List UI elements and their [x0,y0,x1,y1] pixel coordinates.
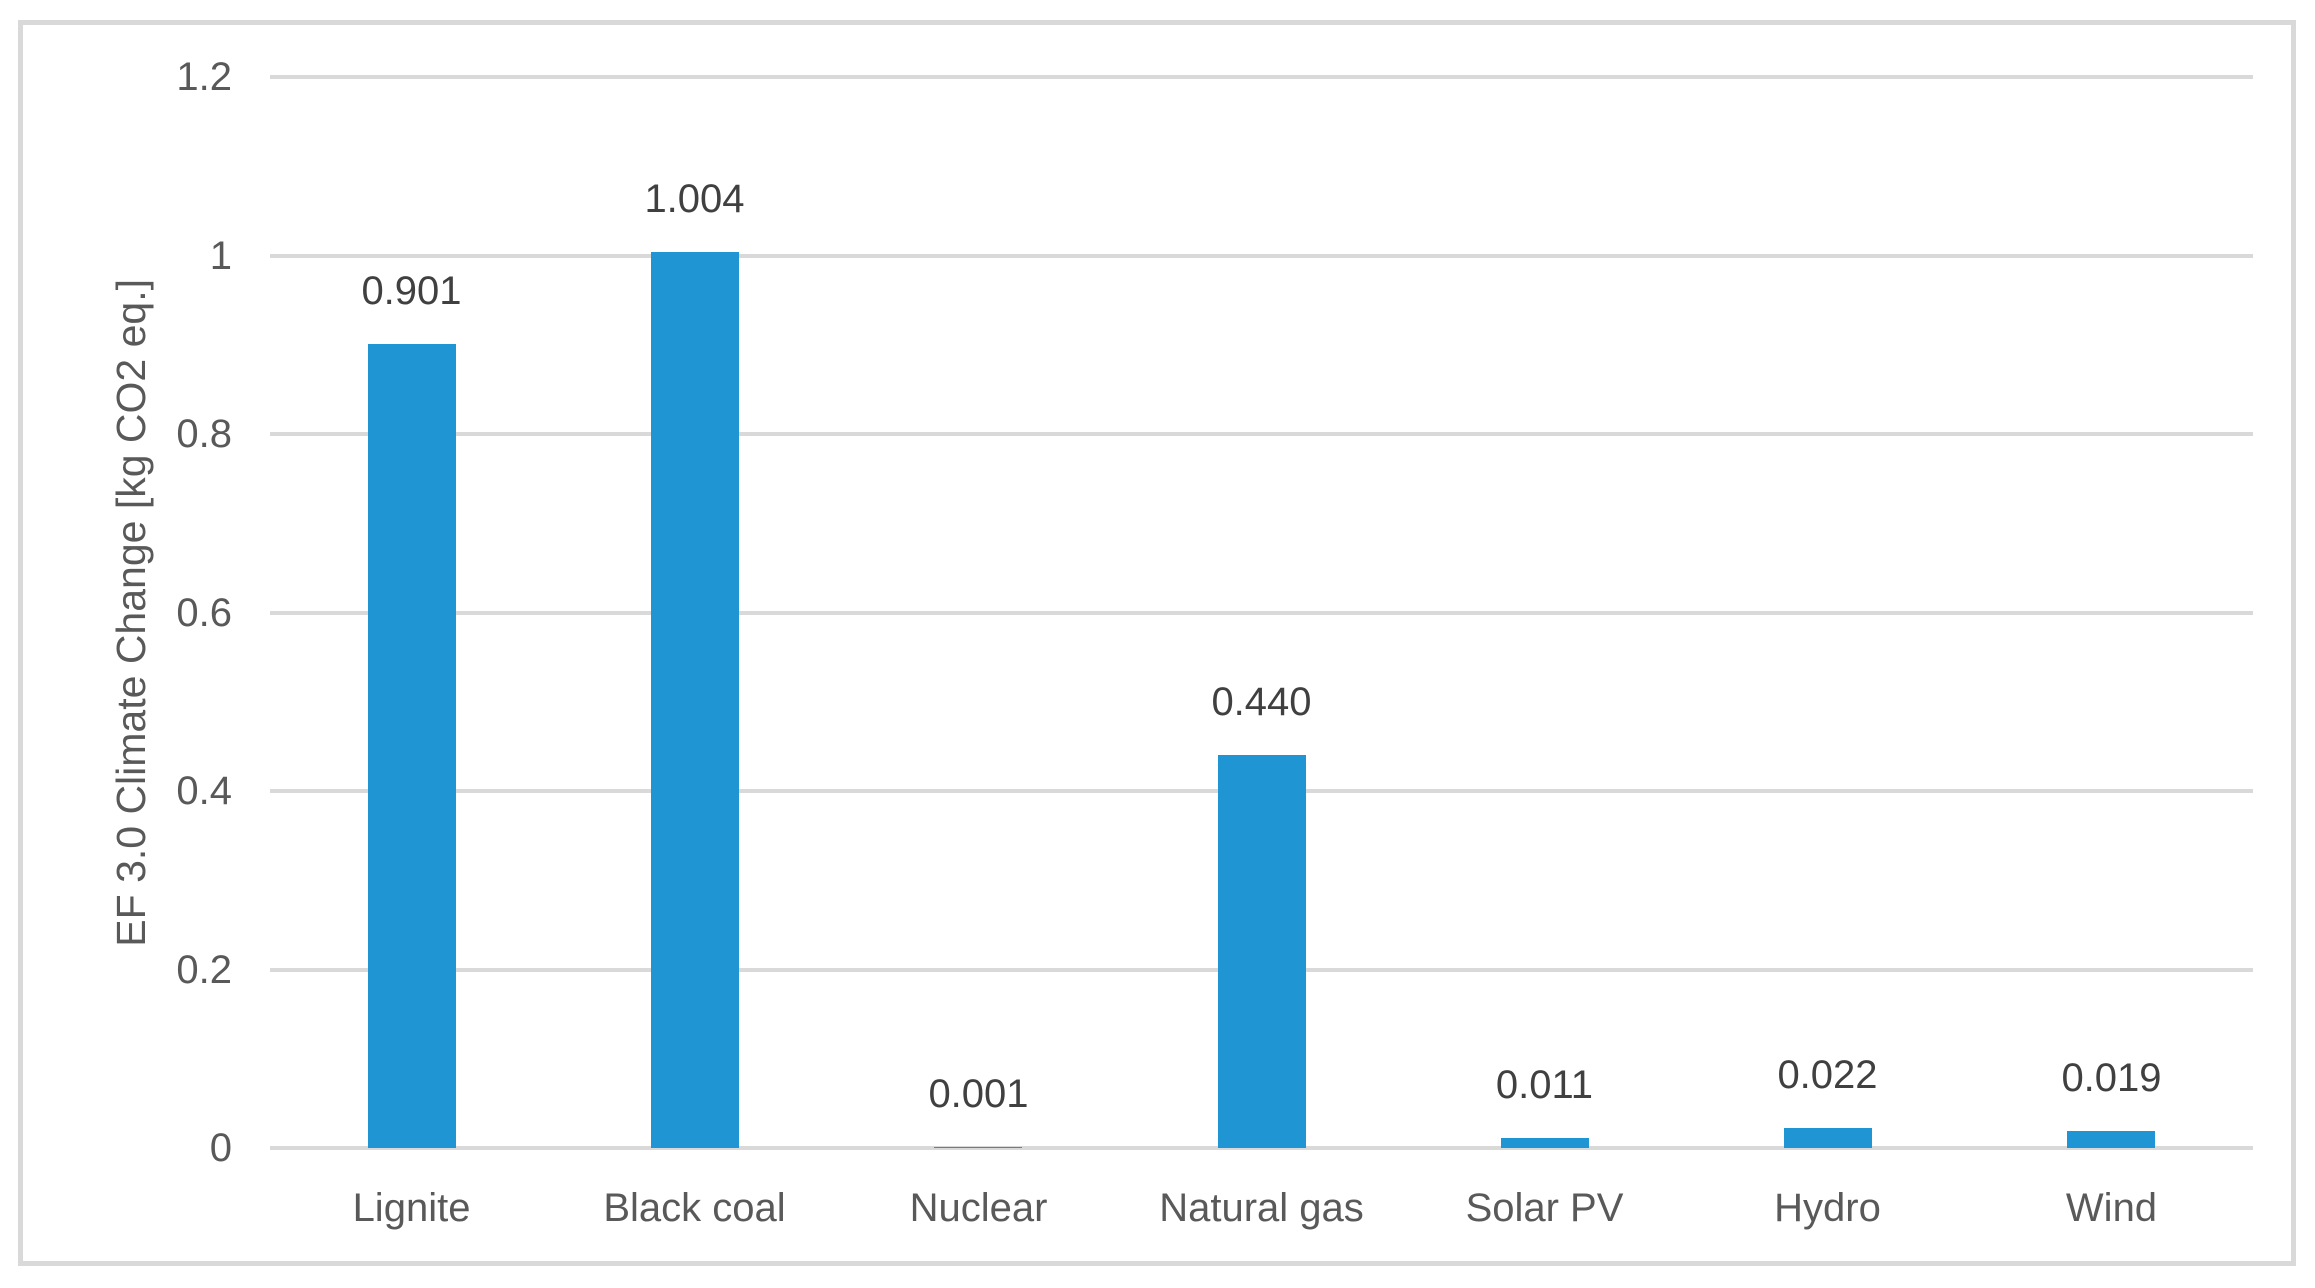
gridline-y-0.6 [270,611,2253,615]
gridline-y-1 [270,254,2253,258]
category-label-black-coal: Black coal [603,1186,786,1230]
y-tick-label: 1.2 [176,55,232,99]
gridline-y-0.8 [270,432,2253,436]
y-tick-label: 0.8 [176,412,232,456]
y-tick-label: 0.2 [176,948,232,992]
bar-lignite [368,343,456,1148]
data-label-nuclear: 0.001 [928,1072,1029,1116]
category-label-nuclear: Nuclear [909,1186,1048,1230]
y-tick-label: 1 [209,234,232,278]
chart-figure-frame: EF 3.0 Climate Change [kg CO2 eq.] 0.901… [18,20,2296,1266]
data-label-black-coal: 1.004 [644,177,745,221]
plot-area: 0.901 1.004 0.001 0.440 0.011 0.022 0.019 [270,75,2253,1150]
y-tick-label: 0.4 [176,769,232,813]
data-label-lignite: 0.901 [361,269,462,313]
bar-black-coal [651,251,739,1148]
bar-wind [2067,1131,2155,1148]
data-label-solar-pv: 0.011 [1495,1063,1594,1107]
category-label-lignite: Lignite [352,1186,471,1230]
category-label-natural-gas: Natural gas [1159,1186,1364,1230]
gridline-y-1.2 [270,75,2253,79]
y-tick-label: 0.6 [176,591,232,635]
data-label-wind: 0.019 [2061,1056,2162,1100]
bar-hydro [1784,1128,1872,1148]
bar-nuclear [934,1147,1022,1148]
data-label-hydro: 0.022 [1777,1053,1878,1097]
gridline-y-0 [270,1146,2253,1150]
bar-solar-pv [1501,1138,1589,1148]
data-label-natural-gas: 0.440 [1211,680,1312,724]
category-label-wind: Wind [2065,1186,2158,1230]
y-tick-label: 0 [209,1126,232,1170]
category-label-solar-pv: Solar PV [1465,1186,1624,1230]
bar-natural-gas [1218,755,1306,1148]
category-label-hydro: Hydro [1774,1186,1881,1230]
